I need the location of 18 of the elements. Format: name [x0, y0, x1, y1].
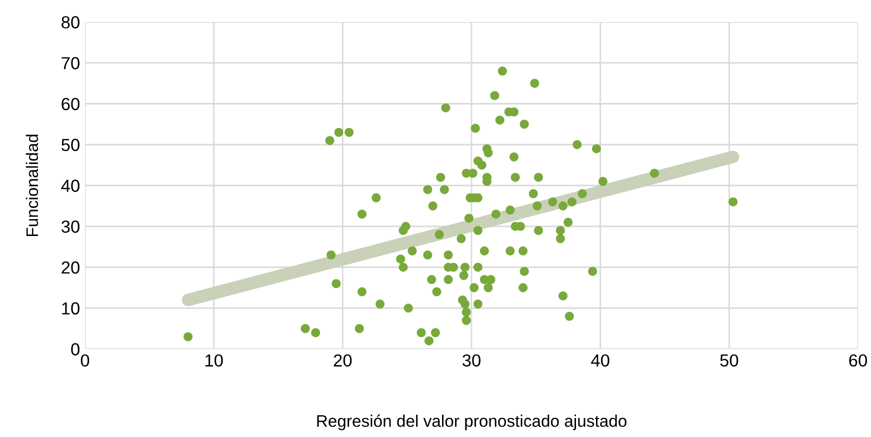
y-tick-label: 0 [71, 343, 80, 356]
x-tick-label: 60 [849, 354, 867, 367]
y-tick-label: 80 [62, 16, 80, 28]
x-tick-label: 30 [462, 354, 480, 367]
y-tick-label: 30 [61, 220, 80, 233]
y-tick-label: 20 [62, 261, 80, 274]
y-tick-label: 10 [62, 302, 80, 315]
x-tick-label: 0 [80, 354, 90, 367]
x-tick-label: 40 [591, 354, 610, 367]
x-tick-label: 50 [720, 354, 738, 367]
y-tick-label: 70 [62, 57, 80, 70]
y-tick-label: 40 [61, 180, 80, 192]
y-tick-label: 50 [62, 138, 80, 152]
x-tick-label: 20 [334, 354, 352, 367]
x-tick-label: 10 [206, 354, 223, 367]
y-axis-title: Funcionalidad [26, 134, 38, 236]
y-tick-label: 60 [62, 98, 80, 110]
x-axis-title: Regresión del valor pronosticado ajustado [317, 414, 626, 430]
